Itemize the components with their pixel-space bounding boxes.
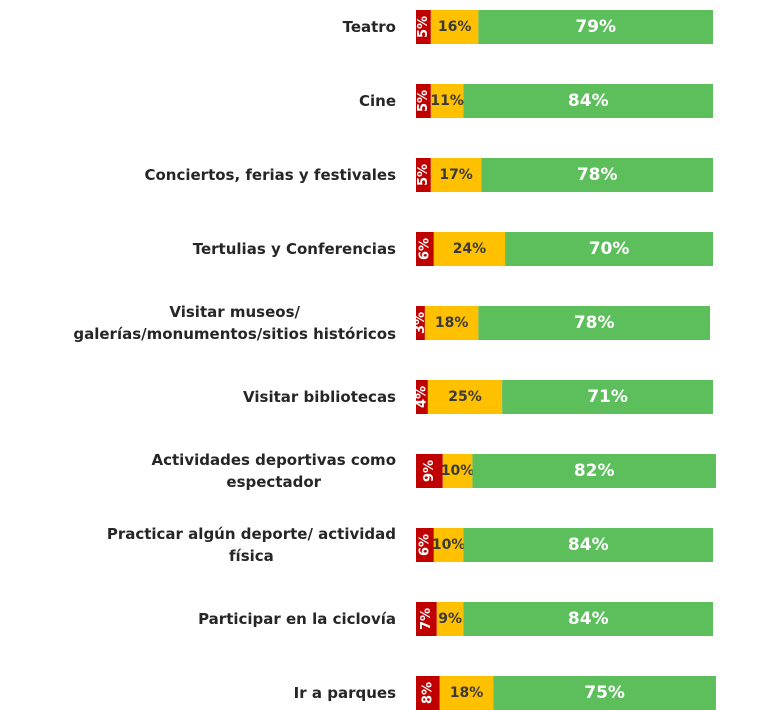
bar-segment — [416, 676, 440, 710]
bar-segment — [463, 528, 713, 562]
value-label: 16% — [438, 19, 472, 35]
value-label: 84% — [568, 609, 609, 629]
value-label: 5% — [416, 90, 431, 112]
value-label: 18% — [435, 315, 469, 331]
value-label: 75% — [584, 683, 625, 703]
bar-segment — [427, 380, 503, 414]
bar-segment — [472, 454, 716, 488]
bar-segment — [463, 602, 713, 636]
value-label: 82% — [574, 461, 615, 481]
category-label: Visitar museos/ galerías/monumentos/siti… — [73, 303, 396, 343]
value-label: 71% — [587, 387, 628, 407]
bar-segment — [416, 84, 431, 118]
value-label: 25% — [448, 389, 482, 405]
value-label: 11% — [430, 93, 464, 109]
bar-segment — [478, 306, 711, 340]
value-label: 18% — [450, 685, 484, 701]
value-label: 5% — [416, 164, 431, 186]
bar-segment — [424, 306, 479, 340]
bar-segment — [416, 380, 428, 414]
category-label: Actividades deportivas como espectador — [151, 451, 397, 491]
bar-segment — [442, 454, 473, 488]
bar-segment — [493, 676, 716, 710]
value-label: 78% — [577, 165, 618, 185]
category-label: Teatro — [342, 18, 396, 36]
value-label: 84% — [568, 535, 609, 555]
category-label: Practicar algún deporte/ actividad físic… — [106, 525, 396, 565]
bar-segment — [430, 84, 464, 118]
value-label: 8% — [420, 682, 435, 704]
value-label: 70% — [589, 239, 630, 259]
value-label: 5% — [416, 16, 431, 38]
value-label: 24% — [453, 241, 487, 257]
category-label: Participar en la ciclovía — [198, 610, 396, 628]
bar-segment — [416, 10, 431, 44]
value-label: 17% — [439, 167, 473, 183]
value-label: 84% — [568, 91, 609, 111]
bar-segment — [502, 380, 713, 414]
value-label: 4% — [414, 386, 429, 408]
bar-segment — [463, 84, 713, 118]
bar-segment — [433, 232, 506, 266]
value-label: 79% — [575, 17, 616, 37]
bar-segment — [416, 158, 431, 192]
bar-segment — [436, 602, 464, 636]
category-label: Conciertos, ferias y festivales — [144, 166, 396, 184]
bar-segment — [416, 602, 437, 636]
bar-segment — [439, 676, 494, 710]
value-label: 6% — [417, 534, 432, 556]
category-label: Visitar bibliotecas — [243, 388, 396, 406]
bar-segment — [478, 10, 713, 44]
value-label: 9% — [438, 611, 462, 627]
value-label: 7% — [419, 608, 434, 630]
bar-segment — [430, 158, 482, 192]
value-label: 10% — [441, 463, 475, 479]
bar-segment — [505, 232, 713, 266]
category-label: Ir a parques — [293, 684, 396, 702]
bar-segment — [416, 306, 425, 340]
category-label: Tertulias y Conferencias — [192, 240, 396, 258]
value-label: 6% — [417, 238, 432, 260]
value-label: 78% — [574, 313, 615, 333]
value-label: 10% — [432, 537, 466, 553]
bar-segment — [416, 454, 443, 488]
bar-segment — [430, 10, 479, 44]
bar-segment — [416, 232, 434, 266]
bar-segment — [433, 528, 464, 562]
value-label: 9% — [422, 460, 437, 482]
bar-segment — [416, 528, 434, 562]
value-label: 3% — [413, 312, 428, 334]
category-label: Cine — [358, 92, 396, 110]
bar-segment — [481, 158, 713, 192]
